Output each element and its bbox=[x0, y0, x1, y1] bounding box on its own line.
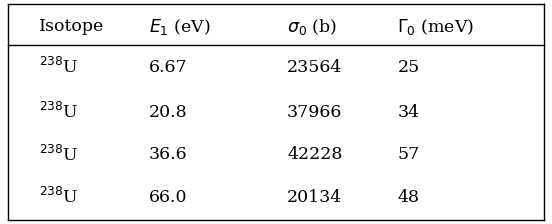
Text: $^{238}$U: $^{238}$U bbox=[39, 102, 78, 122]
Text: $\sigma_0$ (b): $\sigma_0$ (b) bbox=[287, 17, 337, 37]
Text: $^{238}$U: $^{238}$U bbox=[39, 57, 78, 77]
Text: 23564: 23564 bbox=[287, 59, 342, 76]
Text: 36.6: 36.6 bbox=[149, 146, 188, 163]
Text: 6.67: 6.67 bbox=[149, 59, 188, 76]
Text: 34: 34 bbox=[397, 103, 420, 121]
Text: 37966: 37966 bbox=[287, 103, 342, 121]
Text: Isotope: Isotope bbox=[39, 18, 104, 35]
Text: 57: 57 bbox=[397, 146, 420, 163]
Text: $E_1$ (eV): $E_1$ (eV) bbox=[149, 17, 211, 37]
Text: 42228: 42228 bbox=[287, 146, 342, 163]
Text: $^{238}$U: $^{238}$U bbox=[39, 144, 78, 165]
Text: 48: 48 bbox=[397, 189, 420, 206]
Text: 20.8: 20.8 bbox=[149, 103, 188, 121]
Text: $\Gamma_0$ (meV): $\Gamma_0$ (meV) bbox=[397, 17, 475, 37]
Text: 25: 25 bbox=[397, 59, 420, 76]
Text: 20134: 20134 bbox=[287, 189, 342, 206]
Text: 66.0: 66.0 bbox=[149, 189, 188, 206]
Text: $^{238}$U: $^{238}$U bbox=[39, 187, 78, 207]
